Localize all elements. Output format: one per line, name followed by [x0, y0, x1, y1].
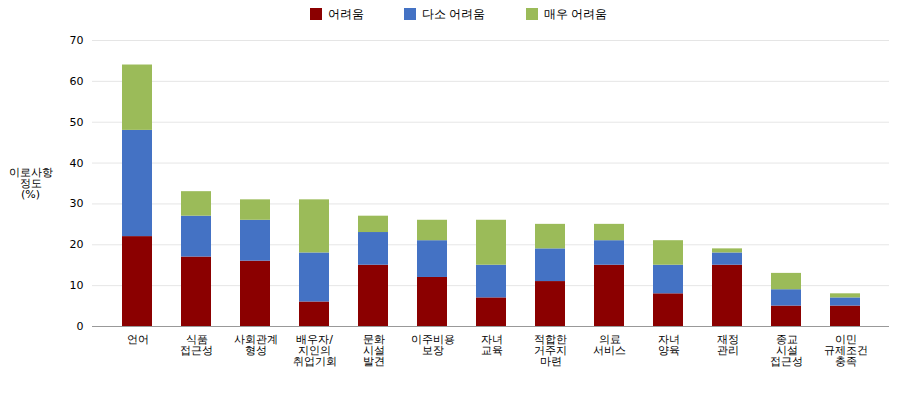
svg-text:이주비용보장: 이주비용보장: [411, 333, 455, 357]
svg-text:40: 40: [70, 157, 84, 170]
svg-text:언어: 언어: [127, 333, 149, 346]
svg-text:자녀교육: 자녀교육: [481, 333, 503, 357]
svg-text:70: 70: [70, 34, 84, 47]
svg-text:사회관계형성: 사회관계형성: [234, 333, 278, 357]
svg-text:의료서비스: 의료서비스: [593, 333, 626, 357]
svg-text:식품접근성: 식품접근성: [180, 333, 213, 357]
svg-text:50: 50: [70, 116, 84, 129]
svg-text:60: 60: [70, 75, 84, 88]
svg-text:이로사항정도(%): 이로사항정도(%): [9, 166, 53, 201]
svg-text:0: 0: [77, 320, 84, 333]
svg-text:30: 30: [70, 197, 84, 210]
html-text:어려움: 어려움: [327, 6, 364, 21]
html-text:다소 어려움: 다소 어려움: [421, 6, 486, 21]
svg-text:적합한거주지마련: 적합한거주지마련: [534, 333, 567, 368]
svg-text:종교시설접근성: 종교시설접근성: [770, 333, 803, 368]
svg-text:문화시설발견: 문화시설발견: [363, 333, 385, 368]
svg-text:10: 10: [70, 279, 84, 292]
html-text:매우 어려움: 매우 어려움: [543, 6, 608, 21]
svg-text:재정관리: 재정관리: [717, 333, 739, 357]
svg-text:배우자/지인의취업기회: 배우자/지인의취업기회: [293, 333, 337, 368]
svg-text:자녀양육: 자녀양육: [658, 333, 680, 357]
svg-text:이민규제조건충족: 이민규제조건충족: [824, 333, 868, 368]
svg-text:20: 20: [70, 238, 84, 251]
